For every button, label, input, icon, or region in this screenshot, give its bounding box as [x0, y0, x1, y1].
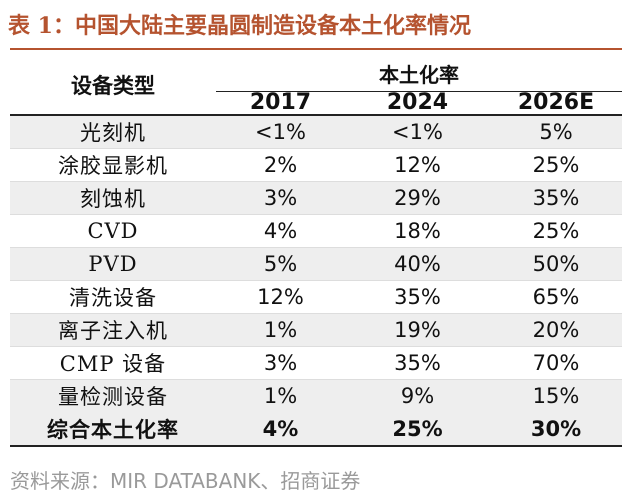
equipment-name: CVD	[10, 214, 216, 248]
table-row: 光刻机 <1% <1% 5%	[10, 115, 623, 149]
table-row: CMP 设备 3% 35% 70%	[10, 346, 623, 380]
rate-cell: 50%	[490, 247, 623, 281]
equipment-name: CMP 设备	[10, 346, 216, 380]
equipment-name: 刻蚀机	[10, 181, 216, 215]
rate-cell: 2%	[216, 148, 345, 182]
summary-cell: 30%	[490, 412, 623, 447]
rate-cell: 70%	[490, 346, 623, 380]
rate-cell: 35%	[345, 280, 490, 314]
rate-cell: 12%	[216, 280, 345, 314]
rate-cell: 19%	[345, 313, 490, 347]
table-row: 量检测设备 1% 9% 15%	[10, 379, 623, 412]
rate-cell: 35%	[345, 346, 490, 380]
column-group-header: 本土化率	[216, 55, 623, 92]
localization-table: 设备类型 本土化率 2017 2024 2026E 光刻机 <1% <1% 5%…	[10, 55, 623, 447]
column-header-year: 2026E	[490, 91, 623, 116]
table-title: 表 1：中国大陆主要晶圆制造设备本土化率情况	[8, 13, 471, 39]
summary-cell: 4%	[216, 412, 345, 447]
equipment-name: 清洗设备	[10, 280, 216, 314]
source-note: 资料来源：MIR DATABANK、招商证券	[10, 469, 361, 493]
title-divider	[10, 48, 622, 50]
column-header-year: 2017	[216, 91, 345, 116]
rate-cell: 35%	[490, 181, 623, 215]
rate-cell: <1%	[345, 115, 490, 149]
rate-cell: 40%	[345, 247, 490, 281]
table-row: CVD 4% 18% 25%	[10, 214, 623, 248]
rate-cell: 20%	[490, 313, 623, 347]
table-row: 涂胶显影机 2% 12% 25%	[10, 148, 623, 182]
summary-row: 综合本土化率 4% 25% 30%	[10, 412, 623, 447]
rate-cell: 4%	[216, 214, 345, 248]
table-row: 离子注入机 1% 19% 20%	[10, 313, 623, 347]
rate-cell: 5%	[216, 247, 345, 281]
rate-cell: 1%	[216, 379, 345, 412]
rate-cell: 1%	[216, 313, 345, 347]
rate-cell: 3%	[216, 346, 345, 380]
rate-cell: 12%	[345, 148, 490, 182]
table-row: 刻蚀机 3% 29% 35%	[10, 181, 623, 215]
summary-cell: 25%	[345, 412, 490, 447]
rate-cell: 9%	[345, 379, 490, 412]
rate-cell: 15%	[490, 379, 623, 412]
rate-cell: 3%	[216, 181, 345, 215]
table-row: 清洗设备 12% 35% 65%	[10, 280, 623, 314]
equipment-name: 离子注入机	[10, 313, 216, 347]
rate-cell: 25%	[490, 214, 623, 248]
equipment-name: PVD	[10, 247, 216, 281]
rate-cell: 25%	[490, 148, 623, 182]
rate-cell: 65%	[490, 280, 623, 314]
equipment-name: 光刻机	[10, 115, 216, 149]
rate-cell: 5%	[490, 115, 623, 149]
column-header-type: 设备类型	[10, 55, 216, 116]
rate-cell: <1%	[216, 115, 345, 149]
summary-label: 综合本土化率	[10, 412, 216, 447]
equipment-name: 量检测设备	[10, 379, 216, 412]
table-row: PVD 5% 40% 50%	[10, 247, 623, 281]
column-header-year: 2024	[345, 91, 490, 116]
rate-cell: 29%	[345, 181, 490, 215]
equipment-name: 涂胶显影机	[10, 148, 216, 182]
rate-cell: 18%	[345, 214, 490, 248]
